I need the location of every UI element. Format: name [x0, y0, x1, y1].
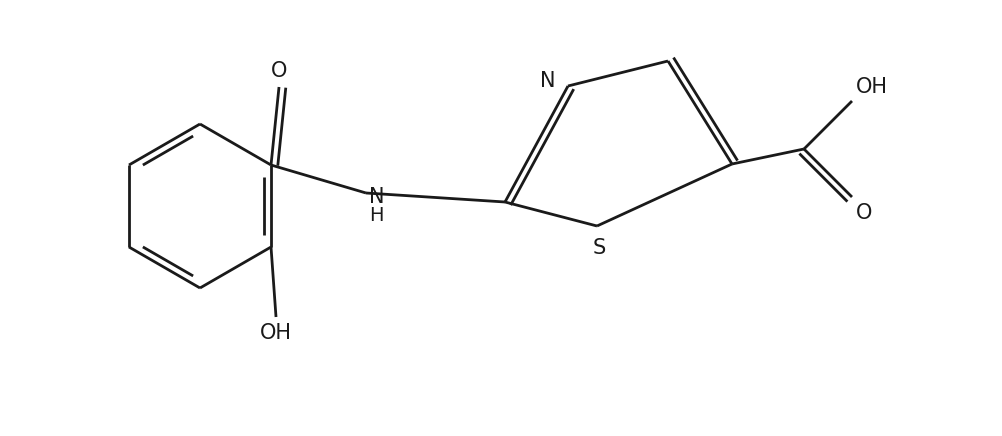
Text: O: O: [856, 203, 873, 223]
Text: N: N: [369, 187, 385, 207]
Text: H: H: [369, 205, 384, 225]
Text: OH: OH: [856, 77, 888, 97]
Text: S: S: [592, 238, 605, 258]
Text: N: N: [539, 71, 555, 91]
Text: O: O: [271, 61, 288, 81]
Text: OH: OH: [260, 323, 292, 343]
